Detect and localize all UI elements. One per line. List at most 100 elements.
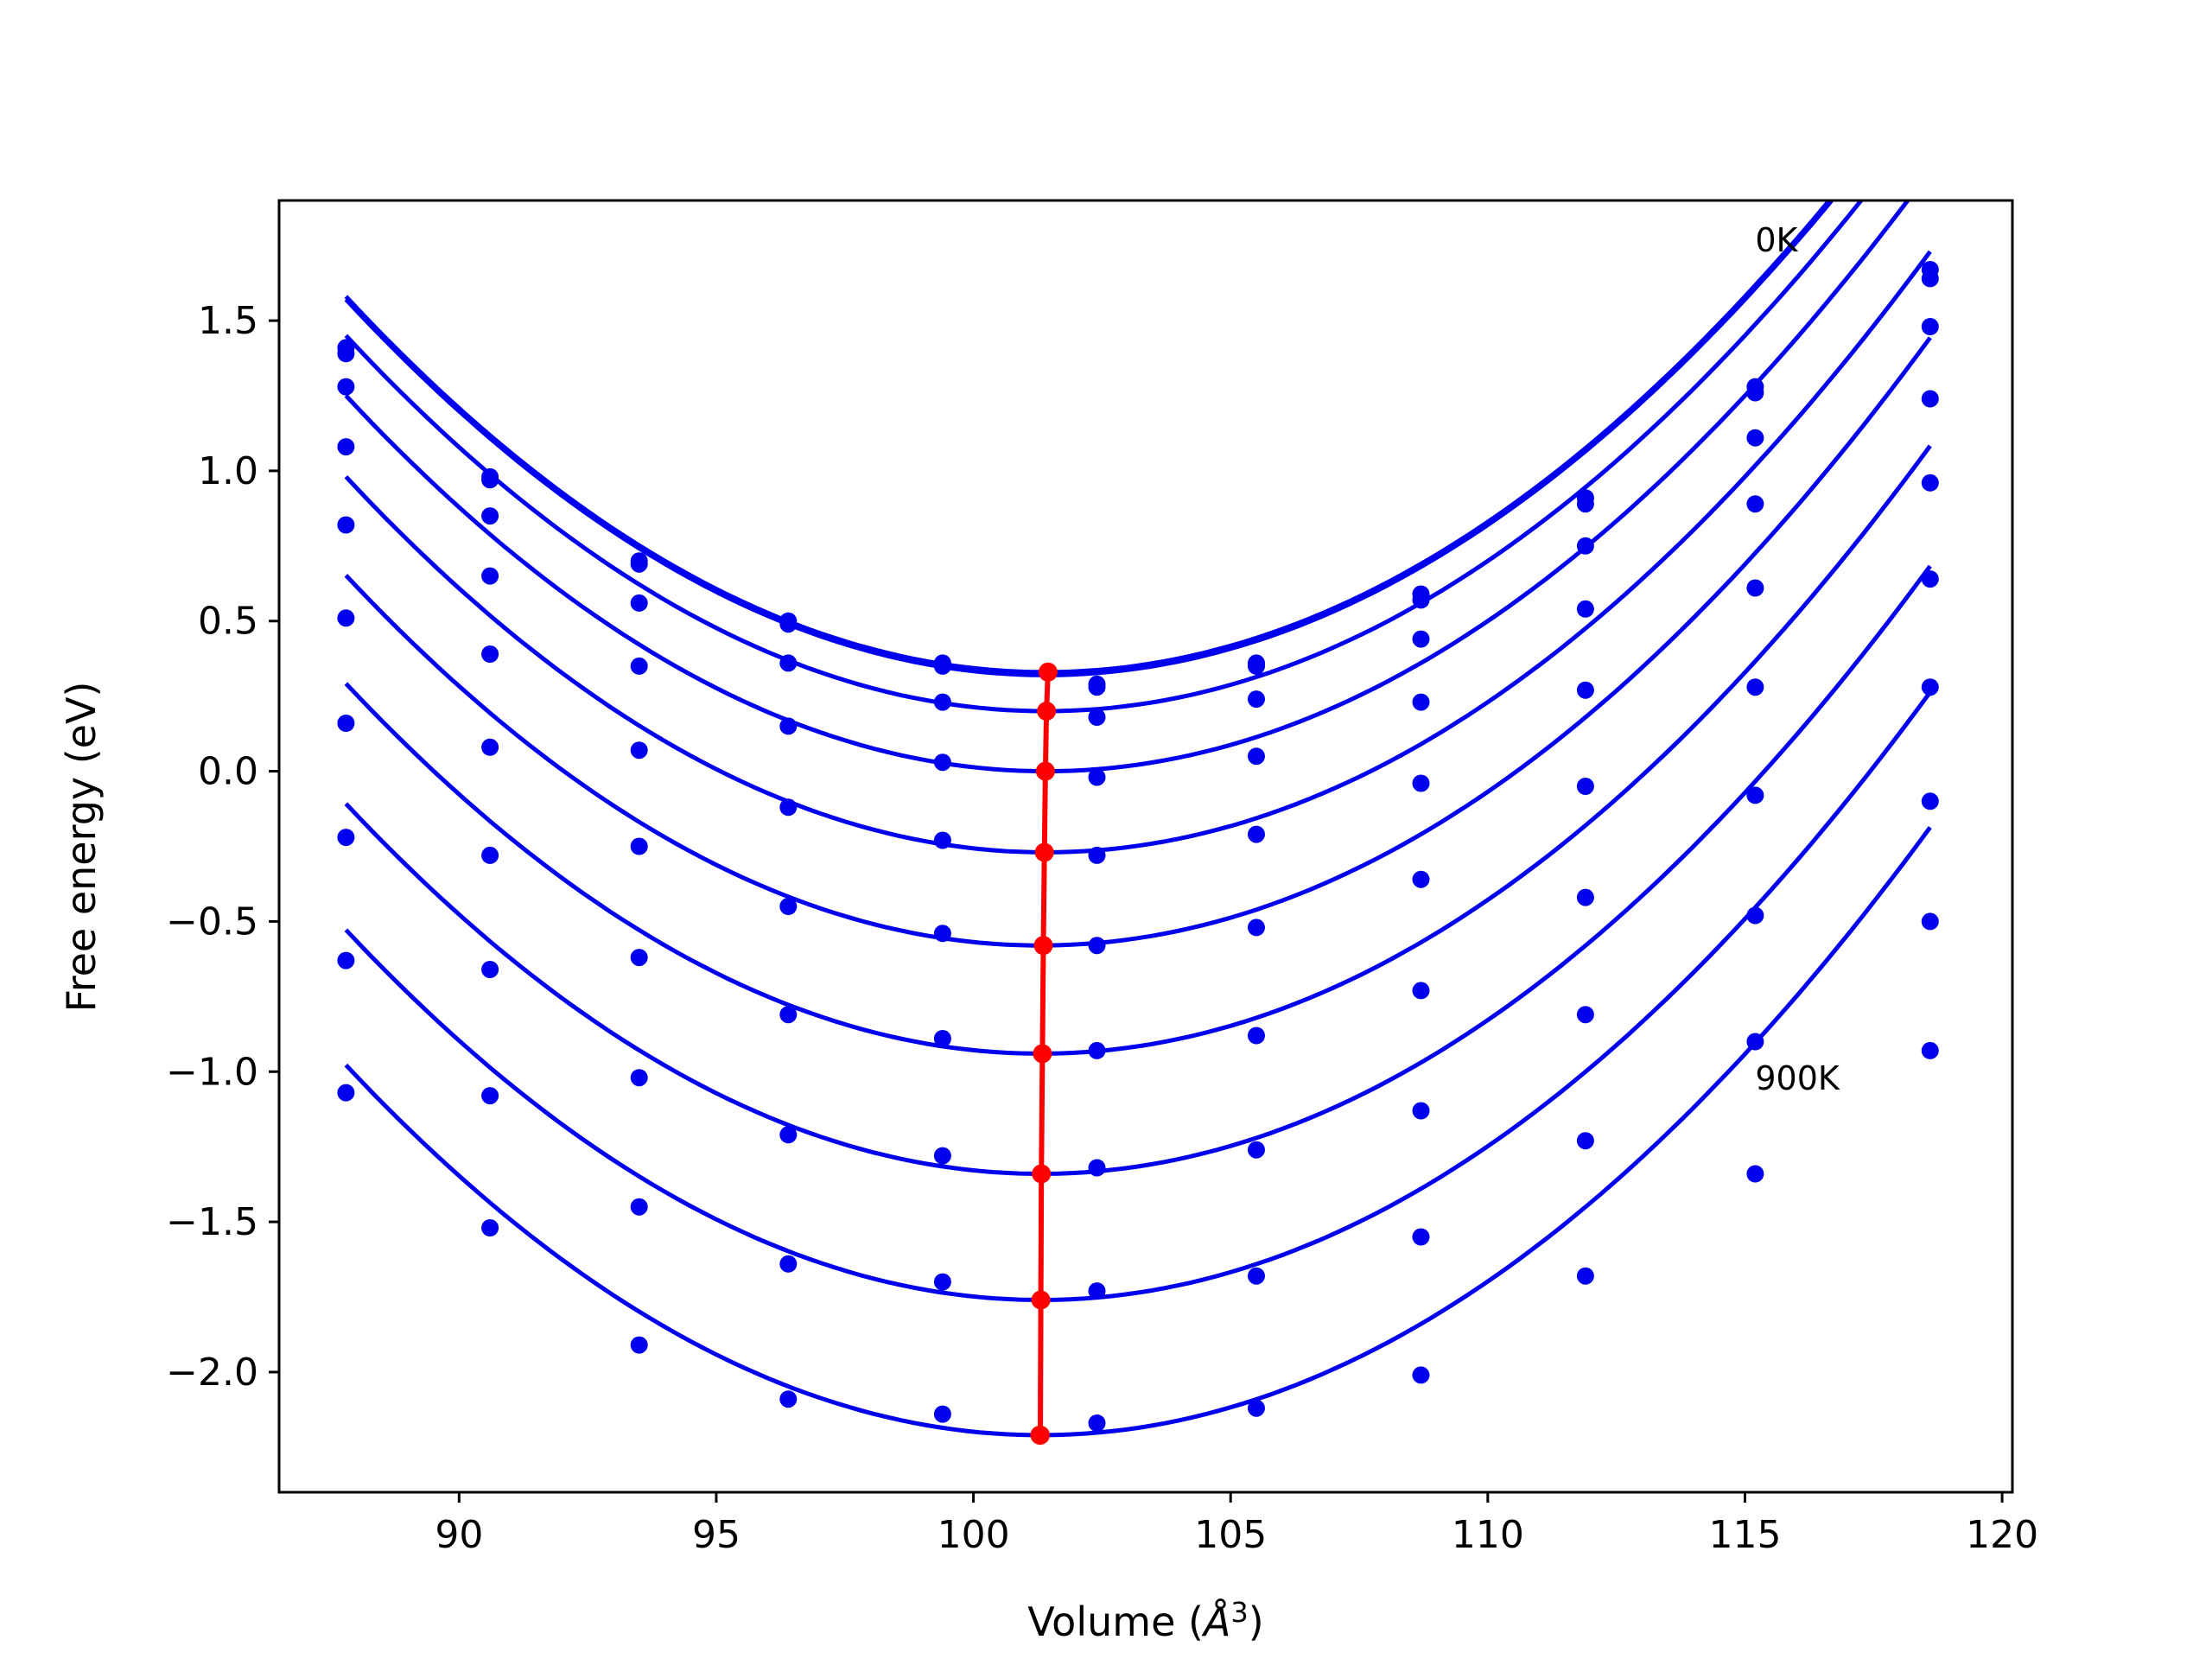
data-point-600K-10	[1921, 678, 1939, 696]
data-point-100K-4	[933, 657, 951, 675]
data-point-800K-1	[481, 1087, 499, 1105]
data-point-600K-9	[1746, 786, 1764, 804]
x-axis-title: Volume (Å3)	[1027, 1596, 1263, 1645]
x-tick-label-5: 115	[1708, 1513, 1781, 1557]
y-tick-label-5: 0.5	[198, 600, 258, 644]
annotation-900k: 900K	[1755, 1059, 1840, 1097]
data-point-300K-9	[1746, 495, 1764, 513]
minimum-point-5	[1033, 1044, 1052, 1064]
x-tick-label-3: 105	[1194, 1513, 1267, 1557]
data-point-100K-5	[1088, 678, 1106, 696]
data-point-800K-2	[630, 1198, 648, 1216]
data-point-100K-1	[481, 471, 499, 489]
data-point-700K-1	[481, 961, 499, 978]
data-point-700K-6	[1248, 1141, 1265, 1159]
data-point-900K-3	[779, 1390, 798, 1408]
fit-curve-200K	[344, 200, 1865, 714]
data-point-200K-2	[630, 594, 648, 612]
y-tick-label-0: −2.0	[166, 1351, 258, 1395]
data-point-200K-10	[1921, 318, 1939, 335]
data-point-500K-8	[1576, 778, 1594, 795]
data-point-500K-6	[1248, 918, 1265, 937]
data-point-300K-6	[1248, 747, 1265, 766]
data-point-300K-7	[1412, 693, 1430, 711]
data-point-400K-3	[779, 798, 798, 817]
minimum-trace	[1030, 662, 1058, 1445]
data-point-900K-5	[1088, 1414, 1106, 1432]
data-point-700K-2	[630, 1069, 648, 1087]
data-point-200K-4	[933, 693, 951, 711]
data-point-400K-4	[933, 831, 951, 849]
data-point-300K-4	[933, 753, 951, 772]
fit-curve-900K	[344, 826, 1932, 1438]
data-point-100K-8	[1576, 495, 1594, 513]
x-axis-title-angstrom: Å	[1201, 1599, 1230, 1645]
x-tick-label-2: 100	[938, 1513, 1010, 1557]
data-point-600K-6	[1248, 1027, 1265, 1045]
data-point-200K-5	[1088, 709, 1106, 726]
data-point-700K-10	[1921, 792, 1939, 810]
x-axis-ticks: 90 95 100 105 110 115 120	[435, 1492, 2038, 1557]
data-point-900K-8	[1576, 1267, 1594, 1285]
data-point-200K-3	[779, 654, 798, 672]
x-tick-label-0: 90	[435, 1513, 483, 1557]
data-point-100K-2	[630, 555, 648, 573]
data-point-800K-7	[1412, 1228, 1430, 1246]
data-point-700K-4	[933, 1147, 951, 1165]
data-point-100K-3	[779, 615, 798, 633]
data-point-300K-10	[1921, 390, 1939, 408]
data-point-100K-7	[1412, 591, 1430, 609]
x-axis-title-close: )	[1249, 1599, 1264, 1645]
x-axis-title-exponent: 3	[1230, 1596, 1248, 1629]
data-point-800K-6	[1248, 1267, 1265, 1285]
fit-curve-700K	[344, 564, 1932, 1176]
data-point-500K-0	[337, 609, 355, 627]
data-point-900K-9	[1746, 1165, 1764, 1183]
data-point-800K-10	[1921, 912, 1939, 931]
data-point-500K-9	[1746, 678, 1764, 696]
minimum-point-3	[1034, 842, 1054, 862]
fit-curve-600K	[344, 444, 1932, 1056]
data-point-900K-0	[337, 1084, 355, 1102]
data-point-900K-4	[933, 1405, 951, 1423]
data-point-300K-1	[481, 567, 499, 585]
y-tick-label-2: −1.0	[166, 1050, 258, 1094]
x-tick-label-1: 95	[692, 1513, 741, 1557]
fit-curve-500K	[344, 336, 1932, 948]
data-point-100K-0	[337, 345, 355, 363]
data-point-900K-7	[1412, 1366, 1430, 1384]
data-point-800K-9	[1746, 1033, 1764, 1051]
data-point-500K-1	[481, 738, 499, 756]
data-point-500K-5	[1088, 937, 1106, 955]
data-point-500K-3	[779, 898, 798, 915]
data-point-800K-4	[933, 1273, 951, 1291]
data-point-200K-1	[481, 507, 499, 525]
data-point-500K-7	[1412, 870, 1430, 888]
minimum-point-4	[1033, 936, 1053, 956]
data-point-400K-8	[1576, 681, 1594, 699]
y-tick-label-3: −0.5	[166, 899, 258, 944]
data-point-600K-4	[933, 1030, 951, 1047]
data-point-600K-0	[337, 715, 355, 732]
data-point-100K-10	[1921, 270, 1939, 288]
y-tick-label-1: −1.5	[166, 1200, 258, 1244]
minimum-point-2	[1035, 761, 1055, 781]
data-point-100K-6	[1248, 657, 1265, 675]
y-tick-label-4: 0.0	[198, 750, 258, 794]
data-point-700K-7	[1412, 1102, 1430, 1120]
data-point-700K-3	[779, 1126, 798, 1144]
data-point-200K-9	[1746, 429, 1764, 447]
minimum-point-1	[1037, 702, 1057, 721]
plot-frame	[277, 199, 2014, 1494]
data-point-900K-6	[1248, 1399, 1265, 1417]
data-point-400K-5	[1088, 846, 1106, 864]
data-point-900K-2	[630, 1336, 648, 1354]
data-point-200K-8	[1576, 537, 1594, 555]
data-point-700K-0	[337, 829, 355, 847]
data-point-500K-4	[933, 925, 951, 943]
fit-curve-800K	[344, 690, 1932, 1303]
data-point-400K-0	[337, 516, 355, 534]
data-point-400K-10	[1921, 474, 1939, 492]
data-point-900K-1	[481, 1219, 499, 1236]
